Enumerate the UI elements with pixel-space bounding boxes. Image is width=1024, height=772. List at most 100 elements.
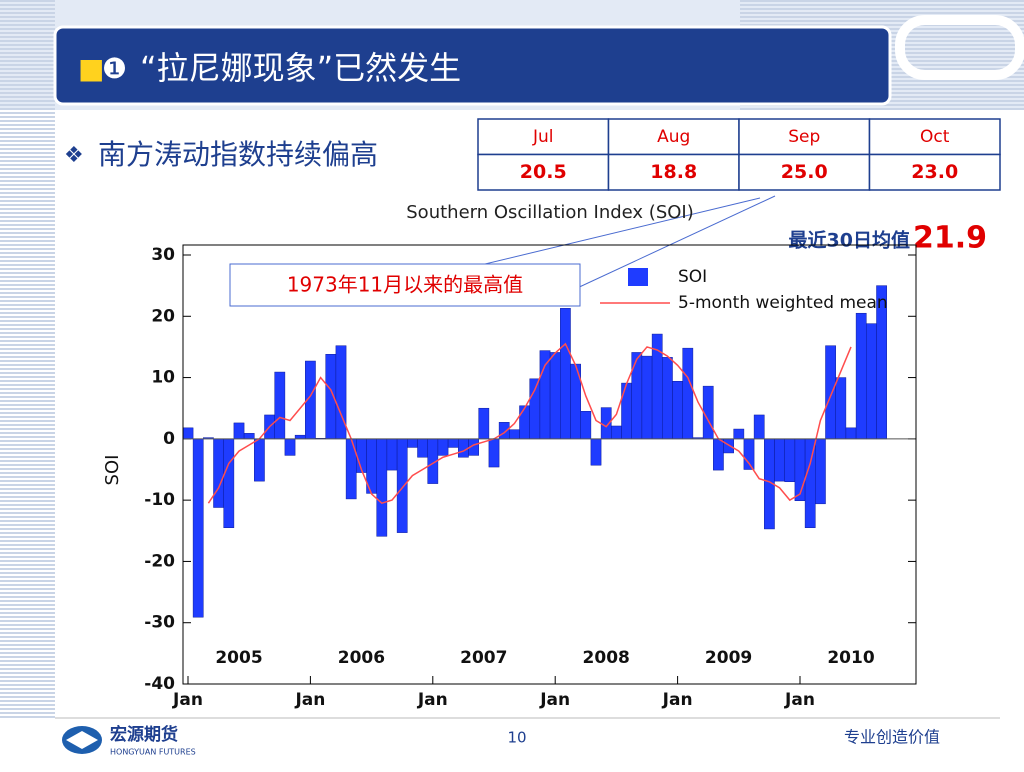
bar (386, 438, 398, 471)
year-label: 2008 (583, 648, 630, 668)
bar (509, 429, 520, 440)
bar (804, 438, 816, 528)
x-tick-label: Jan (539, 690, 570, 710)
bar (855, 312, 867, 440)
bar (784, 438, 796, 483)
bar (733, 428, 745, 440)
bar (682, 347, 694, 440)
bar (753, 414, 765, 440)
callout-box (229, 263, 581, 307)
title-number: ❶ (102, 52, 127, 85)
title-marker: ■ (78, 52, 104, 85)
chart-title: Southern Oscillation Index (SOI) (406, 202, 694, 223)
bar (774, 438, 785, 482)
bar (213, 438, 224, 508)
y-tick-label: -30 (144, 613, 175, 633)
year-label: 2009 (705, 648, 752, 668)
bar (294, 434, 306, 440)
x-tick-label: Jan (662, 690, 693, 710)
x-tick-label: Jan (417, 690, 448, 710)
year-label: 2007 (460, 648, 507, 668)
table-cell (477, 153, 610, 191)
bar (672, 380, 683, 440)
bar (243, 433, 255, 440)
logo-mark (66, 731, 98, 749)
table-value: 23.0 (911, 161, 958, 183)
legend-swatch (628, 268, 648, 286)
chart: Southern Oscillation Index (SOI)SOI30201… (102, 202, 917, 710)
bar (845, 427, 857, 440)
legend-label: 5-month weighted mean (678, 293, 888, 313)
bar (580, 411, 592, 440)
y-tick-label: 30 (151, 245, 175, 265)
title-banner (53, 25, 892, 106)
bar (488, 438, 500, 468)
table-cell (738, 153, 871, 191)
table-cell (868, 153, 1001, 191)
y-axis-label: SOI (102, 455, 123, 486)
callout-line (559, 195, 776, 297)
legend-label: SOI (678, 267, 707, 287)
plot-frame (182, 244, 917, 685)
x-tick-label: Jan (784, 690, 815, 710)
company-en: HONGYUAN FUTURES (110, 748, 196, 757)
bar (539, 350, 551, 440)
table-header: Aug (657, 127, 690, 147)
title: “拉尼娜现象”已然发生 (140, 49, 461, 87)
bar (182, 427, 194, 440)
bar (529, 378, 541, 440)
side-stripes (0, 0, 55, 718)
bar (335, 345, 347, 440)
bar (498, 422, 510, 440)
y-tick-label: 10 (151, 368, 175, 388)
bar (458, 438, 469, 458)
company: 宏源期货 (110, 724, 178, 745)
year-label: 2006 (338, 648, 385, 668)
bar (590, 438, 602, 466)
bar (621, 382, 632, 440)
callout-text: 1973年11月以来的最高值 (287, 273, 523, 297)
y-tick-label: 20 (151, 306, 175, 326)
header-deco (895, 15, 1024, 80)
bar (254, 438, 265, 482)
year-label: 2005 (215, 648, 262, 668)
y-tick-label: 0 (163, 429, 175, 449)
bar (743, 438, 755, 470)
bar (396, 438, 408, 533)
bar (284, 438, 296, 456)
y-tick-label: -20 (144, 551, 175, 571)
bar (274, 371, 286, 440)
bar (233, 422, 245, 440)
bar (794, 438, 806, 502)
table-cell (607, 153, 740, 191)
table-header: Oct (920, 127, 950, 147)
bar (437, 438, 449, 456)
bar (376, 438, 388, 537)
annotation-label: 最近30日均值 (789, 229, 910, 252)
table-value: 18.8 (650, 161, 697, 183)
line (207, 342, 852, 505)
table-header: Jul (532, 127, 554, 147)
bar (447, 438, 459, 448)
bar (407, 438, 418, 448)
bar (825, 345, 836, 440)
x-tick-label: Jan (294, 690, 325, 710)
bar (549, 352, 561, 440)
bar (662, 357, 673, 440)
bar (866, 323, 877, 440)
bar (223, 438, 235, 528)
page-number: 10 (507, 729, 526, 747)
bullet-marker: ❖ (64, 143, 84, 168)
bar (713, 438, 724, 471)
annotation-value: 21.9 (913, 221, 987, 256)
slogan: 专业创造价值 (844, 728, 940, 747)
bar (815, 438, 826, 505)
y-tick-label: -10 (144, 490, 175, 510)
table-value: 25.0 (781, 161, 828, 183)
table-cell (868, 118, 1001, 156)
bar (835, 377, 847, 440)
data-table: Jul Aug Sep Oct 20.5 18.8 25.0 23.0 (477, 118, 1001, 191)
bar (478, 407, 490, 440)
year-label: 2010 (827, 648, 874, 668)
